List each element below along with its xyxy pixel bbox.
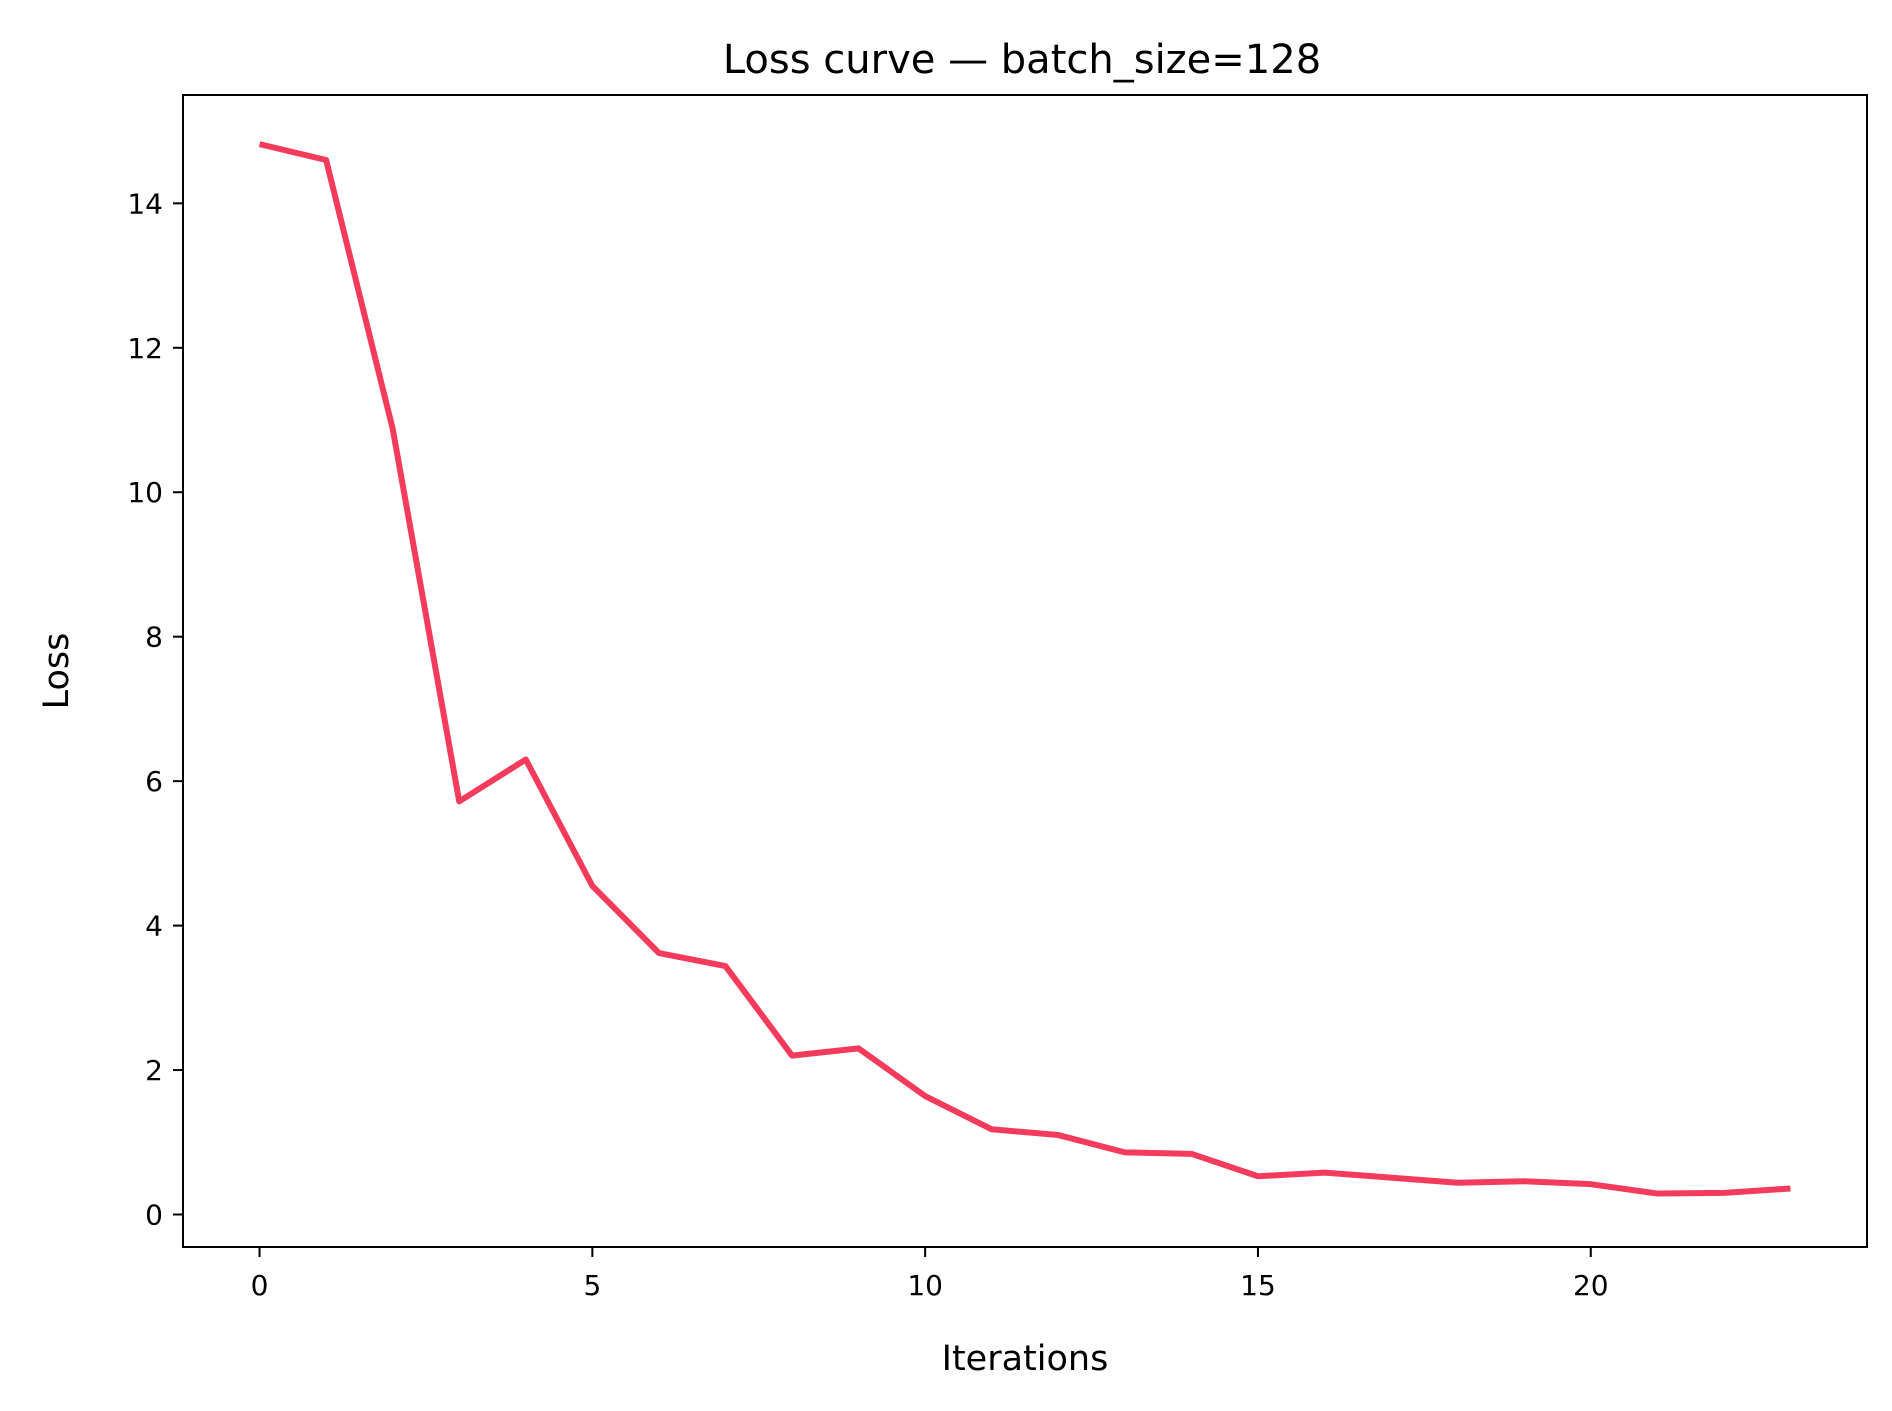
x-tick-label: 20 <box>1573 1269 1609 1302</box>
y-tick-label: 2 <box>145 1054 163 1087</box>
plot-frame <box>182 94 1868 1248</box>
y-tick-label: 8 <box>145 621 163 654</box>
y-axis-ticks: 0 2 4 6 8 10 12 14 <box>127 187 183 1231</box>
y-tick-label: 10 <box>127 476 163 509</box>
x-axis-ticks: 0 5 10 15 20 <box>251 1247 1609 1302</box>
x-tick-label: 0 <box>251 1269 269 1302</box>
y-axis-label: Loss <box>37 633 77 710</box>
y-tick-label: 4 <box>145 910 163 943</box>
y-tick-label: 0 <box>145 1198 163 1231</box>
y-tick-label: 6 <box>145 765 163 798</box>
x-axis-label: Iterations <box>942 1339 1109 1379</box>
y-tick-label: 12 <box>127 332 163 365</box>
x-tick-label: 15 <box>1240 1269 1276 1302</box>
chart-title: Loss curve — batch_size=128 <box>723 37 1321 83</box>
x-tick-label: 10 <box>907 1269 943 1302</box>
loss-series-line <box>258 141 1791 1197</box>
x-tick-label: 5 <box>583 1269 601 1302</box>
series-layer <box>258 141 1791 1197</box>
y-tick-label: 14 <box>127 187 163 220</box>
